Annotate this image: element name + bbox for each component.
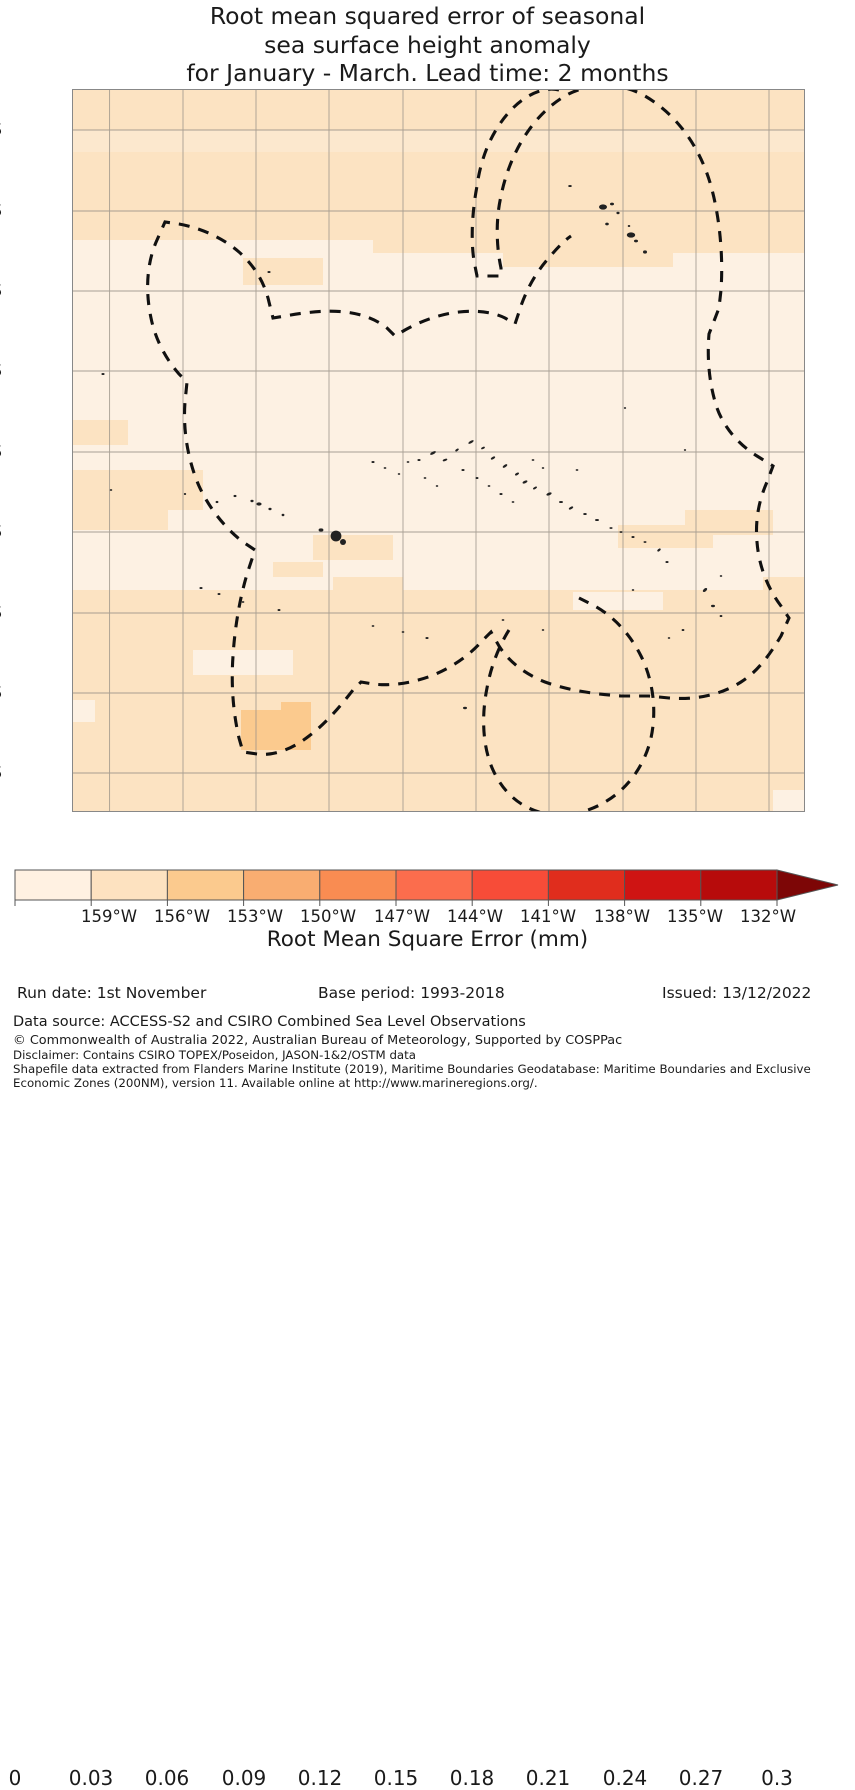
shapefile-credit-line-2: Economic Zones (200NM), version 11. Avai…: [13, 1076, 538, 1090]
colorbar-swatches: [14, 869, 839, 906]
colorbar-band: [14, 869, 92, 901]
map-plot-area: 6°S 9°S 12°S 15°S 18°S 21°S 24°S 27°S 30…: [0, 89, 805, 926]
xtick-label: 132°W: [739, 907, 797, 926]
ytick-label: 12°S: [0, 281, 2, 300]
colorbar-extend-arrow: [776, 869, 839, 901]
colorbar-band: [395, 869, 473, 901]
colorbar-band: [243, 869, 321, 901]
ytick-label: 9°S: [0, 201, 2, 220]
disclaimer-text: Disclaimer: Contains CSIRO TOPEX/Poseido…: [13, 1048, 417, 1062]
shapefile-credit-line-1: Shapefile data extracted from Flanders M…: [13, 1062, 811, 1076]
issued-date-text: Issued: 13/12/2022: [662, 984, 812, 1002]
rmse-heatmap: [73, 90, 804, 811]
colorbar-tick-label: 0.3: [761, 1766, 793, 1790]
xtick-label: 156°W: [153, 907, 211, 926]
ytick-label: 15°S: [0, 361, 2, 380]
xtick-label: 159°W: [80, 907, 138, 926]
colorbar-band: [700, 869, 778, 901]
base-period-text: Base period: 1993-2018: [318, 984, 505, 1002]
ytick-label: 30°S: [0, 763, 2, 782]
map-axes: [72, 89, 805, 812]
ytick-label: 24°S: [0, 603, 2, 622]
xtick-label: 144°W: [446, 907, 504, 926]
title-line-3: for January - March. Lead time: 2 months: [186, 59, 669, 87]
xtick-label: 150°W: [299, 907, 357, 926]
data-source-text: Data source: ACCESS-S2 and CSIRO Combine…: [13, 1014, 526, 1030]
island-landmasses: [101, 185, 723, 710]
xtick-label: 147°W: [373, 907, 431, 926]
colorbar-band: [547, 869, 626, 901]
eez-boundary: [146, 90, 791, 811]
ytick-label: 18°S: [0, 442, 2, 461]
xtick-label: 141°W: [519, 907, 577, 926]
colorbar-band: [471, 869, 549, 901]
colorbar-axis-label: Root Mean Square Error (mm): [266, 927, 589, 952]
colorbar-band: [624, 869, 702, 901]
xtick-label: 135°W: [666, 907, 724, 926]
copyright-text: © Commonwealth of Australia 2022, Austra…: [13, 1033, 623, 1048]
metadata-row: Run date: 1st November Base period: 1993…: [0, 984, 855, 1006]
colorbar-band: [166, 869, 245, 901]
title-line-1: Root mean squared error of seasonal: [209, 2, 646, 30]
run-date-text: Run date: 1st November: [17, 984, 207, 1002]
xtick-label: 138°W: [593, 907, 651, 926]
page-title: Root mean squared error of seasonal sea …: [0, 2, 855, 88]
title-line-2: sea surface height anomaly: [264, 30, 591, 59]
colorbar-band: [319, 869, 397, 901]
ytick-label: 27°S: [0, 683, 2, 702]
xtick-label: 153°W: [226, 907, 284, 926]
ytick-label: 6°S: [0, 120, 2, 139]
colorbar-band: [90, 869, 168, 901]
ytick-label: 21°S: [0, 522, 2, 541]
